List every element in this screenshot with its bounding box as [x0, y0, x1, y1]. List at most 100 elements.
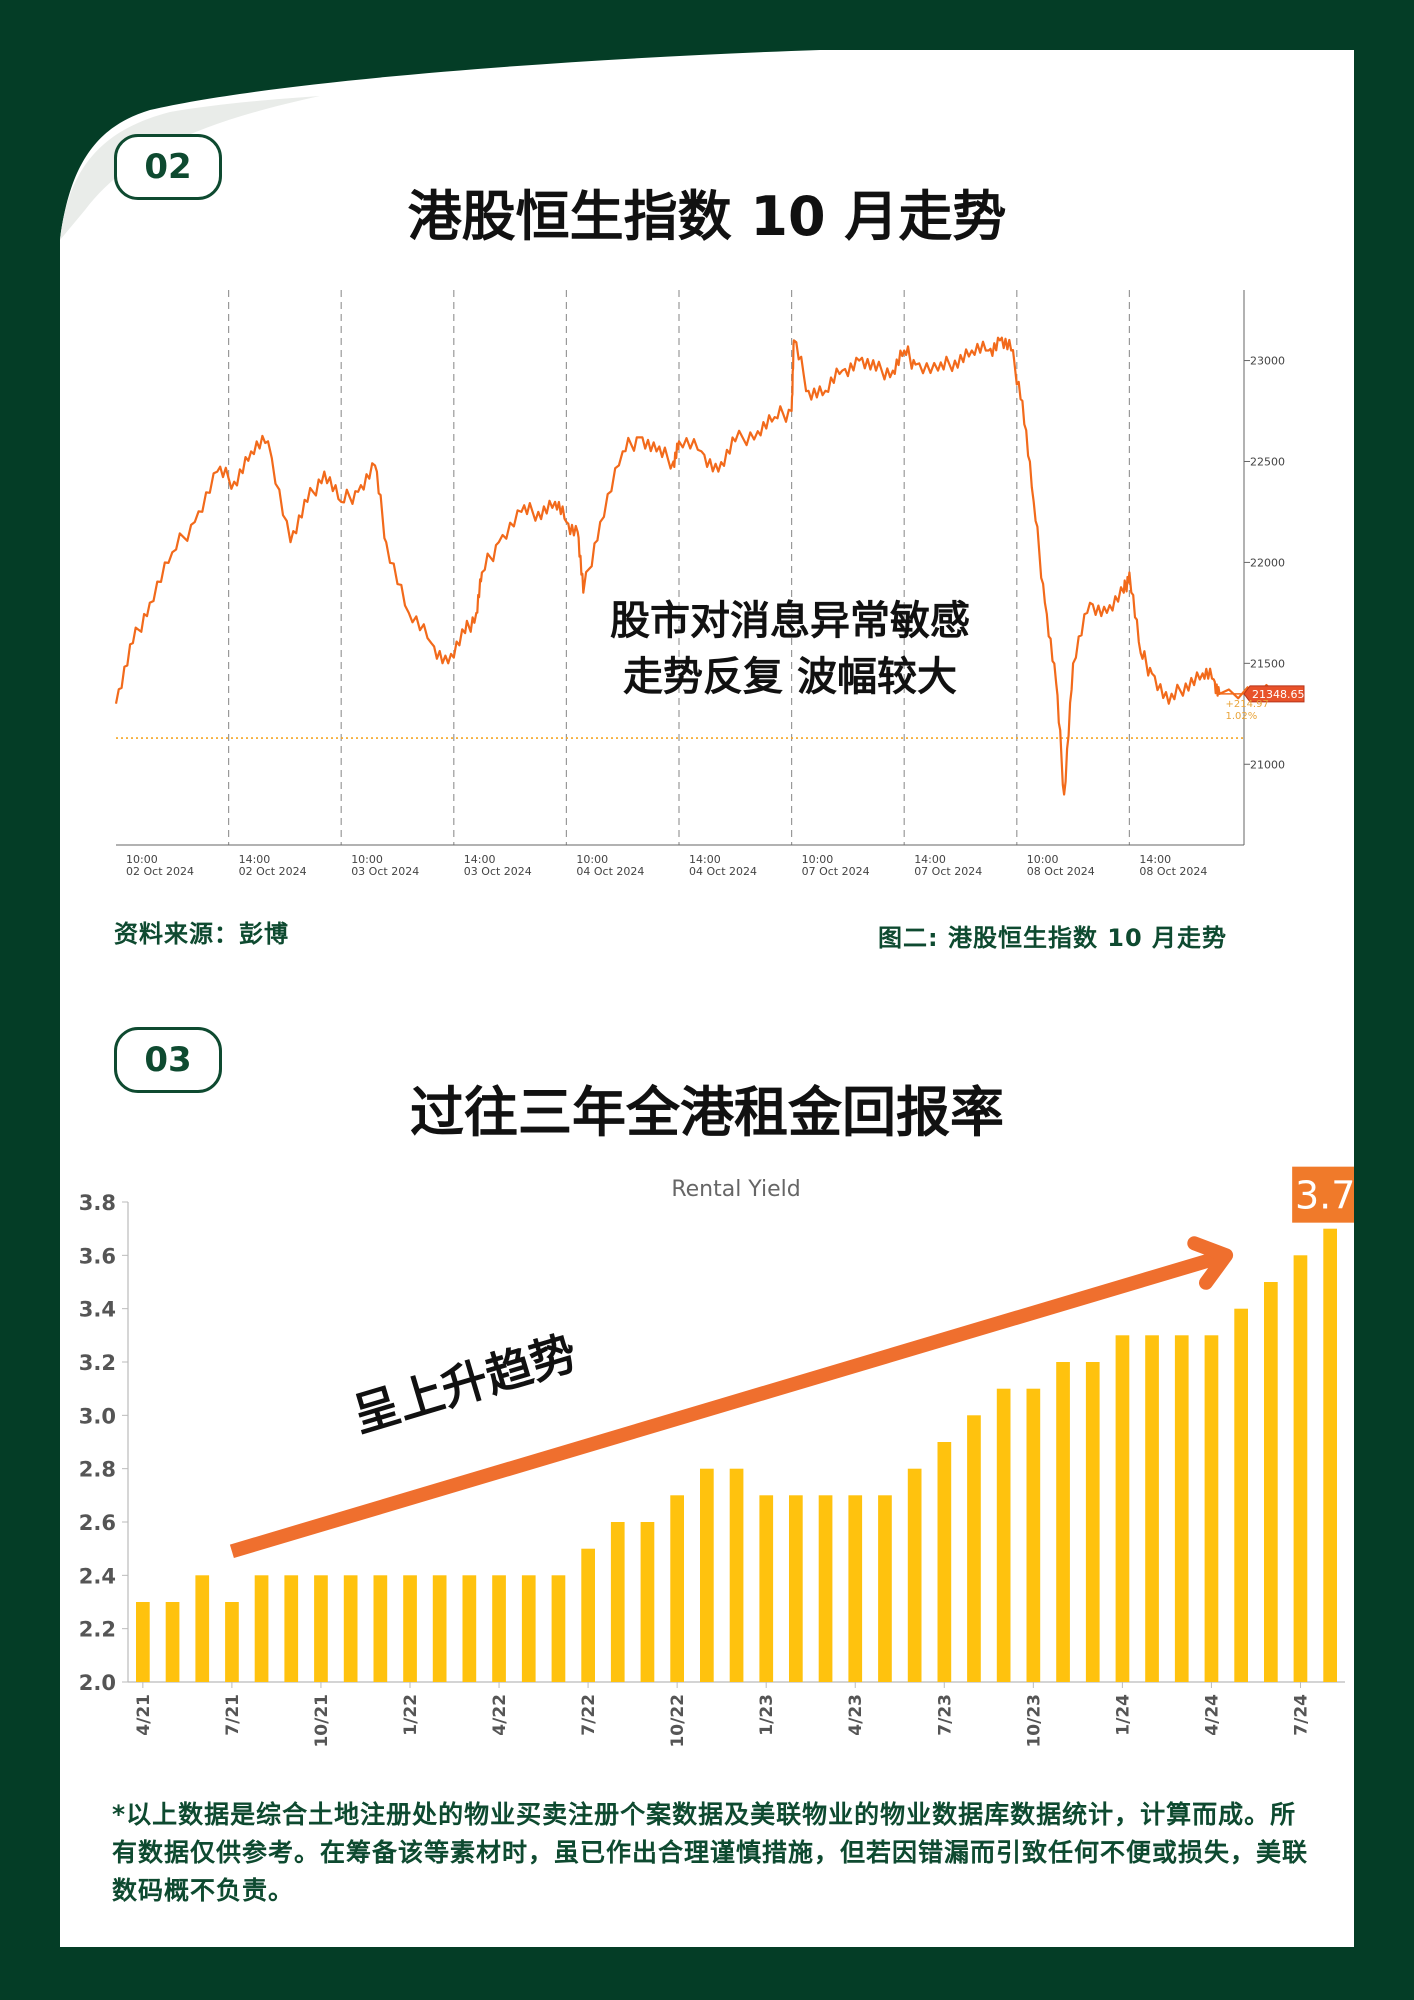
- x-tick-label: 07 Oct 2024: [914, 865, 982, 878]
- x-tick-label: 7/24: [1291, 1694, 1311, 1736]
- trend-arrow: [229, 1236, 1234, 1559]
- last-value-label: 21348.65: [1252, 688, 1305, 701]
- bar: [1056, 1362, 1070, 1682]
- bar-chart-title: Rental Yield: [671, 1177, 800, 1202]
- bar: [937, 1442, 952, 1682]
- y-tick-label: 3.2: [79, 1351, 116, 1375]
- x-tick-label: 03 Oct 2024: [464, 865, 532, 878]
- bar: [1204, 1335, 1219, 1682]
- latest-value-label: 3.7: [1295, 1174, 1354, 1218]
- x-tick-label: 10:00: [802, 853, 834, 866]
- bar: [165, 1602, 180, 1682]
- line-chart-grid: [116, 290, 1245, 846]
- y-tick-label: 2.0: [79, 1671, 116, 1695]
- y-tick-label: 2.6: [79, 1511, 116, 1535]
- bar: [521, 1575, 536, 1682]
- x-tick-label: 7/23: [935, 1694, 955, 1736]
- figure-caption: 图二: 港股恒生指数 10 月走势: [878, 924, 1228, 952]
- disclaimer-footnote: *以上数据是综合土地注册处的物业买卖注册个案数据及美联物业的物业数据库数据统计，…: [112, 1800, 1309, 1905]
- bar-chart-x-axis: 4/21 7/21 10/21 1/22 4/22 7/22 10/22 1/23 4/23 7/…: [134, 1682, 1311, 1748]
- x-tick-label: 08 Oct 2024: [1027, 865, 1095, 878]
- bar: [343, 1575, 358, 1682]
- bar: [1264, 1282, 1278, 1682]
- last-value-tag: 21348.65: [1243, 685, 1305, 703]
- y-tick-label: 2.4: [79, 1564, 116, 1588]
- x-tick-label: 4/21: [134, 1694, 154, 1736]
- index-line: [114, 336, 1277, 796]
- y-tick-label: 23000: [1250, 355, 1285, 368]
- bar: [1174, 1335, 1189, 1682]
- bar-chart-y-axis: 2.0 2.2 2.4 2.6 2.8 3.0 3.2 3.4 3.6 3.8: [79, 1191, 1345, 1695]
- bar: [581, 1548, 595, 1682]
- x-tick-label: 4/24: [1202, 1694, 1222, 1736]
- y-tick-label: 21000: [1250, 758, 1285, 771]
- bar: [848, 1495, 863, 1682]
- y-tick-label: 3.8: [79, 1191, 116, 1215]
- bar: [996, 1388, 1011, 1682]
- bar: [1234, 1308, 1248, 1682]
- x-tick-label: 1/24: [1113, 1694, 1133, 1736]
- x-tick-label: 10/23: [1024, 1694, 1044, 1748]
- section-title: 港股恒生指数 10 月走势: [407, 185, 1007, 248]
- x-tick-label: 14:00: [464, 853, 496, 866]
- bar: [907, 1468, 922, 1682]
- x-tick-label: 4/23: [846, 1694, 866, 1736]
- y-tick-label: 3.0: [79, 1404, 116, 1428]
- bar: [462, 1575, 477, 1682]
- x-tick-label: 07 Oct 2024: [802, 865, 870, 878]
- bar: [551, 1575, 566, 1682]
- bar: [314, 1575, 328, 1682]
- change-label: +214.97: [1225, 699, 1268, 710]
- bar: [492, 1575, 506, 1682]
- x-tick-label: 10:00: [576, 853, 608, 866]
- y-tick-label: 22000: [1250, 556, 1285, 569]
- bar: [759, 1495, 774, 1682]
- y-tick-label: 3.4: [79, 1298, 116, 1322]
- change-percent-label: 1.02%: [1225, 711, 1257, 722]
- section-number-badge: 02: [114, 134, 222, 200]
- bar: [1293, 1255, 1308, 1682]
- x-tick-label: 10:00: [1027, 853, 1059, 866]
- x-tick-label: 1/22: [401, 1694, 421, 1736]
- trend-label: 呈上升趋势: [347, 1325, 583, 1442]
- x-tick-label: 10:00: [351, 853, 383, 866]
- chart-overlay-line-1: 股市对消息异常敏感: [610, 598, 970, 644]
- bar: [789, 1495, 803, 1682]
- chart-overlay-line-2: 走势反复 波幅较大: [623, 654, 957, 700]
- x-tick-label: 14:00: [689, 853, 721, 866]
- x-tick-label: 03 Oct 2024: [351, 865, 419, 878]
- x-tick-label: 04 Oct 2024: [576, 865, 644, 878]
- y-tick-label: 22500: [1250, 455, 1285, 468]
- bar: [818, 1495, 833, 1682]
- y-tick-label: 2.2: [79, 1618, 116, 1642]
- x-tick-label: 02 Oct 2024: [126, 865, 194, 878]
- bar: [1323, 1228, 1337, 1682]
- x-tick-label: 7/21: [223, 1694, 243, 1736]
- x-tick-label: 14:00: [914, 853, 946, 866]
- section-number-badge: 03: [114, 1027, 222, 1093]
- line-chart-y-axis: 21000 21500 22000 22500 23000: [1244, 355, 1285, 771]
- bar: [640, 1522, 655, 1682]
- bar: [403, 1575, 417, 1682]
- bar: [195, 1575, 210, 1682]
- x-tick-label: 14:00: [1139, 853, 1171, 866]
- x-tick-label: 08 Oct 2024: [1139, 865, 1207, 878]
- bar: [670, 1495, 684, 1682]
- latest-value-badge: 3.7: [1292, 1166, 1354, 1223]
- x-tick-label: 10/22: [668, 1694, 688, 1748]
- bar: [225, 1602, 239, 1682]
- bar: [700, 1468, 714, 1682]
- bar: [878, 1495, 892, 1682]
- x-tick-label: 10/21: [312, 1694, 332, 1748]
- bar: [1026, 1388, 1041, 1682]
- y-tick-label: 3.6: [79, 1244, 116, 1268]
- bar-chart-bars: [136, 1228, 1337, 1682]
- bar-chart: Rental Yield 2.0 2.2 2.4 2.6 2.8 3.0 3.2 3.4 3.6…: [79, 1166, 1354, 1748]
- bar: [1145, 1335, 1159, 1682]
- x-tick-label: 14:00: [239, 853, 271, 866]
- bar: [284, 1575, 299, 1682]
- page-curl-decoration: [60, 50, 820, 240]
- x-tick-label: 10:00: [126, 853, 158, 866]
